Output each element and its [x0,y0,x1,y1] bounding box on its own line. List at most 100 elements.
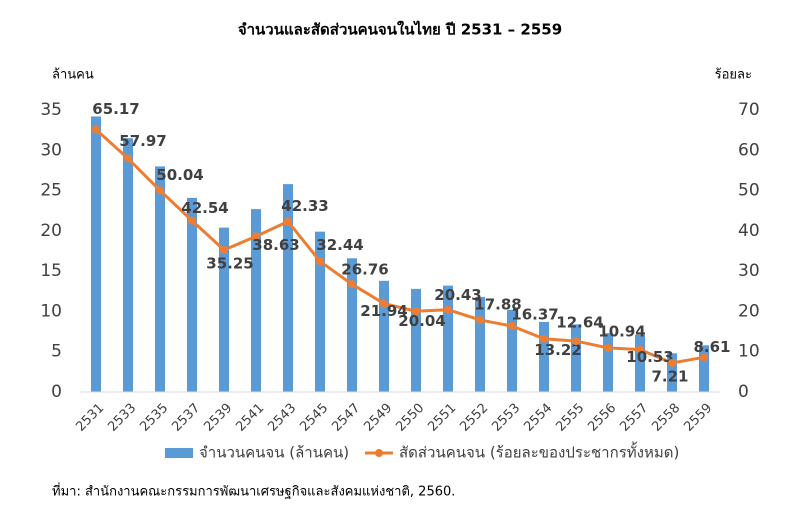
x-tick-label: 2545 [297,401,331,435]
legend-label: สัดส่วนคนจน (ร้อยละของประชากรทั้งหมด) [399,442,679,462]
data-label: 12.64 [556,314,603,332]
x-tick-label: 2554 [521,401,555,435]
data-label: 13.22 [534,341,581,359]
data-label: 57.97 [119,132,166,150]
x-tick-label: 2556 [585,401,619,435]
data-label: 42.33 [281,197,328,215]
line-point [540,334,548,343]
bar [571,324,581,392]
y-axis-label: ล้านคน [52,68,94,83]
data-label: 42.54 [181,199,228,217]
data-label: 8.61 [693,338,730,356]
y2-tick-label: 70 [738,100,760,120]
data-label: 17.88 [474,295,521,313]
bar [187,197,197,392]
line-point [604,343,612,352]
data-label: 50.04 [156,166,203,184]
line-point [380,299,388,308]
line-point [508,322,516,331]
x-tick-label: 2543 [265,401,299,435]
line-point [668,358,676,367]
y2-tick-label: 20 [738,301,760,321]
bar [283,184,293,392]
line-point [316,257,324,266]
y-tick-label: 5 [51,342,62,362]
y2-tick-label: 30 [738,261,760,281]
data-label: 26.76 [341,261,388,279]
x-tick-label: 2535 [137,401,171,435]
y-tick-label: 25 [40,181,62,201]
line-point [252,232,260,241]
x-tick-label: 2533 [105,401,139,435]
data-label: 10.53 [626,348,673,366]
bar [251,209,261,392]
bar [507,309,517,392]
y2-tick-label: 50 [738,181,760,201]
line-point [700,353,708,362]
y2-tick-label: 60 [738,140,760,160]
x-tick-label: 2559 [681,401,715,435]
line-point [220,245,228,254]
bar [315,231,325,392]
x-tick-label: 2549 [361,401,395,435]
x-tick-label: 2555 [553,401,587,435]
y-tick-label: 15 [40,261,62,281]
bar [155,166,165,392]
line-point [636,345,644,354]
x-tick-label: 2550 [393,401,427,435]
x-tick-label: 2558 [649,401,683,435]
data-label: 16.37 [511,306,558,324]
y-tick-label: 0 [51,382,62,402]
data-label: 21.94 [360,302,407,320]
x-tick-label: 2537 [169,401,203,435]
bar [699,345,709,392]
bar [443,285,453,392]
line-point [348,280,356,289]
legend-swatch [375,449,383,457]
data-label: 32.44 [316,236,363,254]
line-point [92,125,100,134]
x-tick-label: 2553 [489,401,523,435]
legend-swatch [165,448,193,458]
y2-axis-label: ร้อยละ [715,68,752,83]
y-tick-label: 10 [40,301,62,321]
y-tick-label: 20 [40,221,62,241]
line-point [188,216,196,225]
bar [603,333,613,392]
x-tick-label: 2557 [617,401,651,435]
bar [379,280,389,392]
line-point [412,307,420,316]
line-point [572,337,580,346]
x-tick-label: 2547 [329,401,363,435]
data-label: 38.63 [252,236,299,254]
x-tick-label: 2539 [201,401,235,435]
line-point [284,217,292,226]
x-tick-label: 2552 [457,401,491,435]
data-label: 10.94 [598,322,645,340]
chart-title: จำนวนและสัดส่วนคนจนในไทย ปี 2531 – 2559 [238,20,562,39]
line-point [444,305,452,314]
x-tick-label: 2531 [73,401,107,435]
bar [91,116,101,393]
bar [475,296,485,392]
line-point [476,315,484,324]
x-tick-label: 2541 [233,401,267,435]
bar [667,353,677,392]
line [94,128,705,365]
source-note: ที่มา: สำนักงานคณะกรรมการพัฒนาเศรษฐกิจแล… [52,483,455,500]
legend-label: จำนวนคนจน (ล้านคน) [199,444,349,462]
data-label: 7.21 [651,367,688,385]
data-label: 20.04 [398,312,445,330]
y-tick-label: 30 [40,140,62,160]
bar [123,138,133,392]
data-label: 35.25 [206,254,253,272]
y2-tick-label: 0 [738,382,749,402]
bar [539,321,549,392]
bar [635,334,645,392]
line-point [156,186,164,195]
bar [411,288,421,392]
x-tick-label: 2551 [425,401,459,435]
y-tick-label: 35 [40,100,62,120]
data-label: 65.17 [92,100,139,118]
